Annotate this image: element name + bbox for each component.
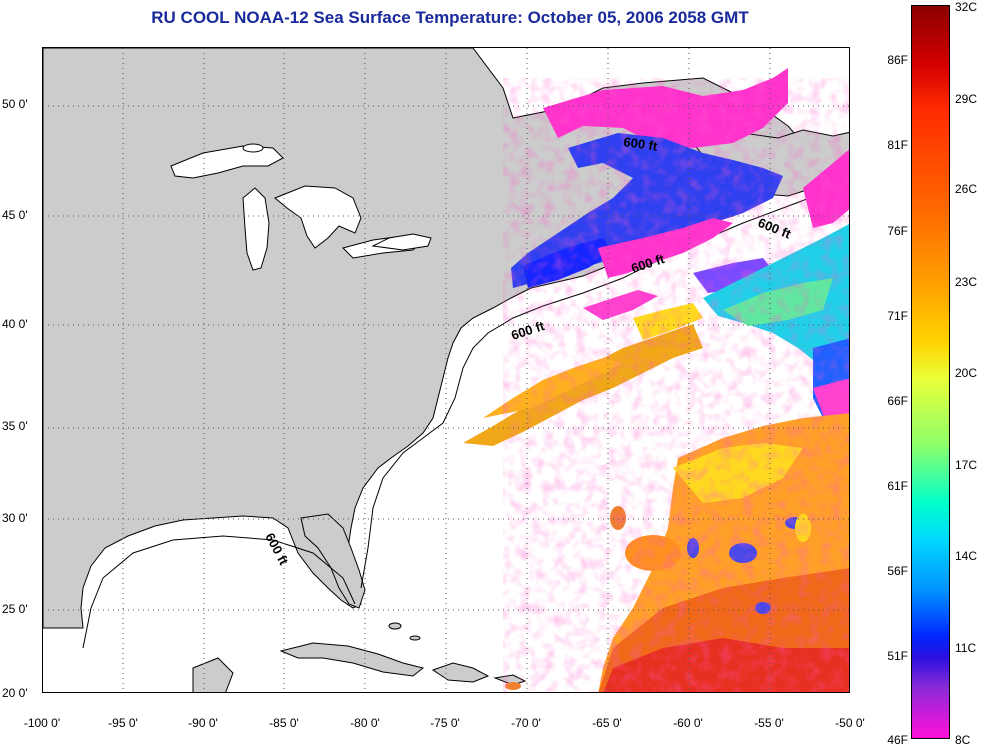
- colorbar-c-label: 29C: [955, 92, 978, 106]
- colorbar-c-label: 17C: [955, 458, 978, 472]
- lon-label-75: -75 0': [430, 716, 460, 730]
- colorbar-f-label: 76F: [887, 224, 908, 238]
- lon-label-100: -100 0': [23, 716, 61, 730]
- sst-data: [463, 68, 849, 692]
- sst-map[interactable]: 600 ft 600 ft 600 ft 600 ft 600 ft: [42, 47, 850, 693]
- lon-label-60: -60 0': [673, 716, 703, 730]
- lon-label-70: -70 0': [511, 716, 541, 730]
- colorbar-c-label: 32C: [955, 0, 978, 14]
- colorbar-f-label: 56F: [887, 564, 908, 578]
- lat-label-30: 30 0': [2, 511, 28, 525]
- colorbar-f-label: 71F: [887, 309, 908, 323]
- lon-label-50: -50 0': [835, 716, 865, 730]
- colorbar-f-label: 61F: [887, 479, 908, 493]
- great-lakes: [170, 143, 432, 271]
- colorbar-f-label: 66F: [887, 394, 908, 408]
- colorbar-c-label: 23C: [955, 275, 978, 289]
- colorbar-f-label: 51F: [887, 649, 908, 663]
- lon-label-95: -95 0': [108, 716, 138, 730]
- colorbar-c-label: 11C: [955, 641, 977, 655]
- contour-label-newfoundland: 600 ft: [623, 134, 659, 154]
- lat-label-35: 35 0': [2, 419, 28, 433]
- colorbar-c-label: 8C: [955, 733, 971, 747]
- map-title: RU COOL NOAA-12 Sea Surface Temperature:…: [151, 8, 749, 27]
- lon-label-90: -90 0': [188, 716, 218, 730]
- lat-label-20: 20 0': [2, 686, 28, 700]
- lat-label-45: 45 0': [2, 208, 28, 222]
- lon-label-85: -85 0': [269, 716, 299, 730]
- colorbar-f-label: 46F: [887, 733, 908, 747]
- lat-label-40: 40 0': [2, 317, 28, 331]
- lat-label-50: 50 0': [2, 97, 28, 111]
- lon-label-65: -65 0': [592, 716, 622, 730]
- colorbar-c-label: 14C: [955, 549, 978, 563]
- lon-label-80: -80 0': [350, 716, 380, 730]
- colorbar-c-label: 26C: [955, 182, 978, 196]
- colorbar-c-label: 20C: [955, 366, 978, 380]
- temperature-colorbar: [911, 5, 950, 739]
- lat-label-25: 25 0': [2, 602, 28, 616]
- lon-label-55: -55 0': [754, 716, 784, 730]
- colorbar-f-label: 81F: [887, 138, 908, 152]
- colorbar-f-label: 86F: [887, 53, 908, 67]
- land-florida: [300, 513, 366, 609]
